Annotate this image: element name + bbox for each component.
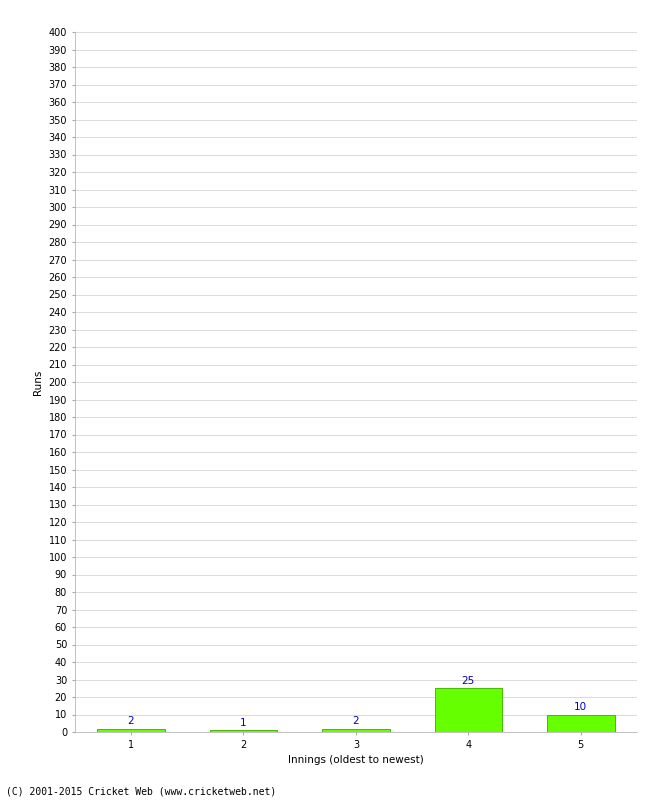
Bar (322, 729, 389, 732)
Text: 10: 10 (574, 702, 588, 712)
Text: (C) 2001-2015 Cricket Web (www.cricketweb.net): (C) 2001-2015 Cricket Web (www.cricketwe… (6, 786, 277, 796)
Text: 2: 2 (127, 716, 135, 726)
Text: 25: 25 (462, 676, 475, 686)
Bar (98, 729, 164, 732)
Bar (435, 688, 502, 732)
Text: 2: 2 (352, 716, 359, 726)
Bar (210, 730, 277, 732)
Text: 1: 1 (240, 718, 247, 728)
Y-axis label: Runs: Runs (33, 370, 43, 394)
X-axis label: Innings (oldest to newest): Innings (oldest to newest) (288, 755, 424, 765)
Bar (547, 714, 614, 732)
